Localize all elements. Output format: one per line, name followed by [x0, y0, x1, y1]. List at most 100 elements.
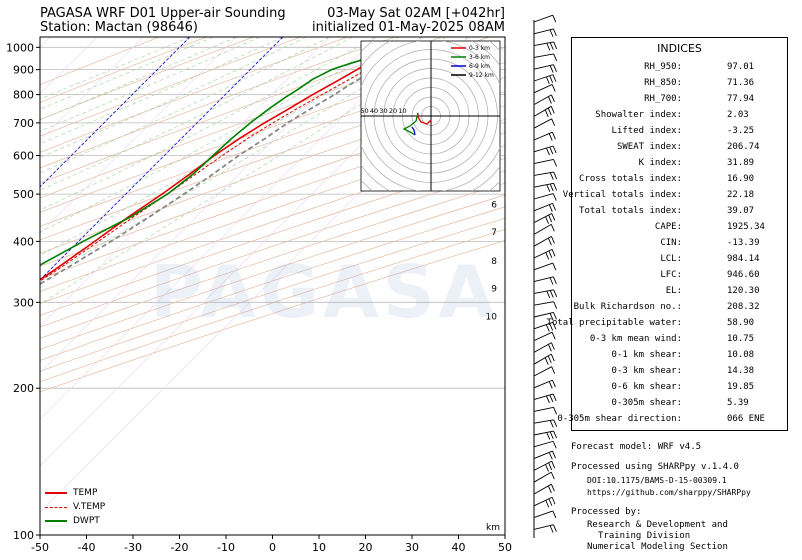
index-row: K index: 31.89 — [572, 158, 787, 174]
wind-barb-flag — [550, 106, 555, 114]
index-label: 0-3 km shear: — [611, 366, 682, 376]
wind-barb-flag — [544, 357, 549, 365]
wind-barb — [533, 406, 554, 412]
wind-barb-flag — [545, 464, 549, 472]
wind-barb-flag — [548, 96, 552, 104]
legend-item-dwpt: DWPT — [45, 514, 105, 528]
hodograph-ring-label: 50 — [360, 107, 368, 115]
index-label: CIN: — [660, 238, 682, 248]
wind-barb-flag — [552, 193, 557, 201]
hodograph-legend-label: 9-12 km — [469, 72, 494, 79]
index-label: Lifted index: — [611, 126, 682, 136]
doi-text: DOI:10.1175/BAMS-D-15-00309.1 — [587, 476, 727, 485]
wind-barb-flag — [547, 237, 552, 246]
index-label: 0-305m shear: — [611, 398, 682, 408]
wind-barb-flag — [551, 460, 556, 469]
y-tick-label: 1000 — [6, 41, 34, 54]
wind-barb-flag — [553, 183, 558, 191]
dry-adiabat — [40, 240, 505, 393]
wind-barb-flag — [552, 28, 557, 37]
wind-barb-flag — [551, 213, 556, 221]
wind-barb-flag — [550, 224, 555, 232]
index-label: 0-1 km shear: — [611, 350, 682, 360]
index-label: Bulk Richardson no.: — [573, 302, 682, 312]
wind-barb — [533, 118, 552, 129]
isotherm-highlight — [40, 37, 191, 188]
index-label: LCL: — [660, 254, 682, 264]
index-value: 206.74 — [727, 142, 760, 152]
legend: TEMP V.TEMP DWPT — [45, 486, 105, 528]
wind-barb-flag — [550, 236, 555, 244]
y-tick-label: 600 — [13, 150, 34, 163]
wind-barb — [533, 248, 553, 259]
wind-barb-flag — [552, 203, 556, 211]
legend-label: TEMP — [73, 488, 98, 498]
dry-adiabat — [40, 37, 443, 184]
wind-barb-flag — [553, 419, 558, 427]
index-row: Total totals index: 39.07 — [572, 206, 787, 222]
wind-barb-flag — [547, 355, 552, 364]
moist-adiabat — [40, 37, 307, 158]
x-tick-label: 20 — [359, 541, 373, 554]
valid-time: 03-May Sat 02AM [+042hr] — [327, 6, 505, 21]
org-line-1: Research & Development and — [587, 520, 728, 530]
index-row: LCL: 984.14 — [572, 254, 787, 270]
wind-barb-flag — [552, 262, 557, 271]
x-tick-label: -40 — [78, 541, 96, 554]
isotherm — [40, 37, 237, 234]
wind-barb-flag — [545, 324, 550, 332]
wind-barb-flag — [553, 301, 558, 309]
wind-barb-flag — [551, 366, 556, 374]
wind-barb-flag — [548, 381, 553, 389]
wind-barb — [533, 193, 554, 200]
wind-barb-flag — [551, 94, 555, 103]
wind-barb-flag — [553, 430, 558, 439]
wind-barb-flag — [548, 250, 553, 259]
wind-barb — [533, 94, 552, 105]
index-row: 0-305m shear direction: 066 ENE — [557, 414, 787, 430]
wind-barb-flag — [549, 146, 554, 155]
wind-barb-flag — [549, 29, 554, 37]
wind-barb — [533, 213, 552, 223]
legend-label: V.TEMP — [73, 502, 106, 512]
wind-barb-flag — [550, 471, 555, 480]
index-value: 16.90 — [727, 174, 755, 184]
index-label: 0-3 km mean wind: — [589, 334, 682, 344]
wind-barb-flag — [552, 393, 557, 402]
index-row: LFC: 946.60 — [572, 270, 787, 286]
index-row: Vertical totals index: 22.18 — [563, 190, 787, 206]
isotherm — [0, 37, 4, 535]
index-row: EL: 120.30 — [572, 286, 787, 302]
wind-barb — [533, 301, 554, 306]
y-tick-label: 100 — [13, 529, 34, 542]
wind-barb-flag — [549, 394, 554, 403]
wind-barb — [533, 342, 552, 353]
index-value: 97.01 — [727, 62, 755, 72]
wind-barb-flag — [553, 407, 558, 415]
moist-adiabat — [40, 37, 237, 121]
legend-item-vtemp: V.TEMP — [45, 500, 105, 514]
legend-label: DWPT — [73, 516, 100, 526]
index-label: EL: — [665, 286, 682, 296]
index-value: 208.32 — [727, 302, 760, 312]
dry-adiabat — [40, 194, 505, 350]
wind-barb-flag — [551, 497, 556, 505]
wind-barb — [533, 202, 553, 212]
wind-barb-flag — [550, 353, 555, 362]
hodograph-ring-label: 30 — [379, 107, 387, 115]
index-value: 77.94 — [727, 94, 755, 104]
moist-adiabat — [40, 37, 190, 100]
dry-adiabat — [40, 182, 505, 339]
wind-barb-flag — [549, 323, 554, 331]
isotherm — [40, 37, 51, 48]
forecast-model: Forecast model: WRF v4.5 — [571, 442, 702, 452]
wind-barb-flag — [547, 344, 552, 352]
y-tick-label: 300 — [13, 296, 34, 309]
wind-barb-flag — [551, 331, 556, 340]
wind-barb — [533, 14, 553, 23]
wind-barb — [533, 366, 552, 377]
wind-barb-flag — [553, 289, 558, 297]
dry-adiabat — [40, 37, 254, 121]
wind-barb-flag — [546, 395, 550, 404]
